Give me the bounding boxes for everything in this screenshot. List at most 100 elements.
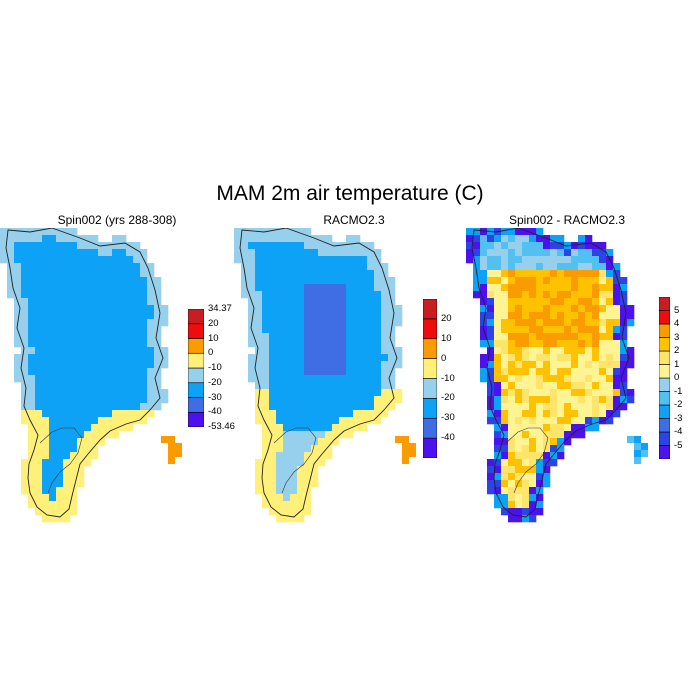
- map-grid-cell: [283, 305, 291, 313]
- map-grid-cell: [269, 354, 277, 362]
- map-grid-cell: [360, 368, 368, 376]
- map-grid-cell: [501, 417, 509, 425]
- map-grid-cell: [578, 368, 586, 376]
- map-grid-cell: [290, 312, 298, 320]
- map-grid-cell: [297, 410, 305, 418]
- map-grid-cell: [133, 396, 141, 404]
- map-grid-cell: [599, 333, 607, 341]
- map-grid-cell: [473, 228, 481, 236]
- map-grid-cell: [283, 480, 291, 488]
- map-grid-cell: [585, 249, 593, 257]
- map-grid-cell: [487, 375, 495, 383]
- map-grid-cell: [599, 389, 607, 397]
- map-grid-cell: [70, 354, 78, 362]
- map-grid-cell: [154, 396, 162, 404]
- map-grid-cell: [255, 249, 263, 257]
- map-grid-cell: [276, 277, 284, 285]
- map-grid-cell: [21, 368, 29, 376]
- map-grid-cell: [571, 333, 579, 341]
- map-grid-cell: [494, 249, 502, 257]
- map-grid-cell: [339, 333, 347, 341]
- map-grid-cell: [353, 417, 361, 425]
- map-grid-cell: [494, 256, 502, 264]
- map-grid-cell: [14, 291, 22, 299]
- map-grid-cell: [77, 424, 85, 432]
- map-grid-cell: [70, 256, 78, 264]
- map-grid-cell: [557, 326, 565, 334]
- map-grid-cell: [501, 270, 509, 278]
- map-grid-cell: [49, 466, 57, 474]
- map-grid-cell: [42, 333, 50, 341]
- map-grid-cell: [35, 466, 43, 474]
- map-grid-cell: [248, 368, 256, 376]
- map-grid-cell: [42, 256, 50, 264]
- map-grid-cell: [515, 515, 523, 523]
- map-grid-cell: [529, 466, 537, 474]
- colorbar-racmo: [423, 299, 437, 458]
- map-grid-cell: [487, 473, 495, 481]
- map-grid-cell: [318, 347, 326, 355]
- map-grid-cell: [346, 403, 354, 411]
- map-grid-cell: [578, 361, 586, 369]
- map-grid-cell: [529, 270, 537, 278]
- map-grid-cell: [599, 312, 607, 320]
- map-grid-cell: [290, 382, 298, 390]
- island-cell: [175, 450, 182, 457]
- map-grid-cell: [585, 305, 593, 313]
- map-grid-cell: [262, 438, 270, 446]
- map-grid-cell: [515, 347, 523, 355]
- map-grid-cell: [346, 298, 354, 306]
- map-grid-cell: [290, 466, 298, 474]
- map-grid-cell: [311, 431, 319, 439]
- map-grid-cell: [613, 312, 621, 320]
- map-grid-cell: [133, 361, 141, 369]
- map-grid-cell: [550, 340, 558, 348]
- island-cell: [175, 443, 182, 450]
- map-grid-cell: [522, 368, 530, 376]
- map-grid-cell: [494, 410, 502, 418]
- map-grid-cell: [56, 452, 64, 460]
- map-grid-cell: [536, 228, 544, 236]
- map-grid-cell: [585, 417, 593, 425]
- map-grid-cell: [119, 333, 127, 341]
- map-grid-cell: [339, 263, 347, 271]
- map-grid-cell: [367, 277, 375, 285]
- map-grid-cell: [599, 340, 607, 348]
- map-grid-cell: [501, 410, 509, 418]
- map-grid-cell: [255, 375, 263, 383]
- map-grid-cell: [42, 263, 50, 271]
- map-grid-cell: [606, 277, 614, 285]
- island-cell: [402, 450, 409, 457]
- map-grid-cell: [119, 263, 127, 271]
- map-grid-cell: [318, 410, 326, 418]
- map-grid-cell: [536, 375, 544, 383]
- map-grid-cell: [311, 242, 319, 250]
- map-grid-cell: [501, 375, 509, 383]
- map-grid-cell: [325, 396, 333, 404]
- map-grid-cell: [35, 487, 43, 495]
- map-grid-cell: [529, 459, 537, 467]
- map-grid-cell: [494, 473, 502, 481]
- map-grid-cell: [248, 249, 256, 257]
- map-grid-cell: [91, 417, 99, 425]
- map-grid-cell: [297, 375, 305, 383]
- map-grid-cell: [543, 368, 551, 376]
- map-grid-cell: [311, 445, 319, 453]
- map-grid-cell: [515, 438, 523, 446]
- map-grid-cell: [35, 403, 43, 411]
- map-grid-cell: [283, 459, 291, 467]
- map-grid-cell: [84, 361, 92, 369]
- map-grid-cell: [7, 284, 15, 292]
- map-grid-cell: [147, 277, 155, 285]
- map-grid-cell: [112, 249, 120, 257]
- map-grid-cell: [620, 319, 628, 327]
- map-grid-cell: [508, 298, 516, 306]
- map-grid-cell: [290, 361, 298, 369]
- map-grid-cell: [487, 249, 495, 257]
- map-grid-cell: [494, 494, 502, 502]
- map-grid-cell: [77, 291, 85, 299]
- map-grid-cell: [325, 424, 333, 432]
- island-cell: [168, 436, 175, 443]
- map-grid-cell: [325, 256, 333, 264]
- map-grid-cell: [515, 508, 523, 516]
